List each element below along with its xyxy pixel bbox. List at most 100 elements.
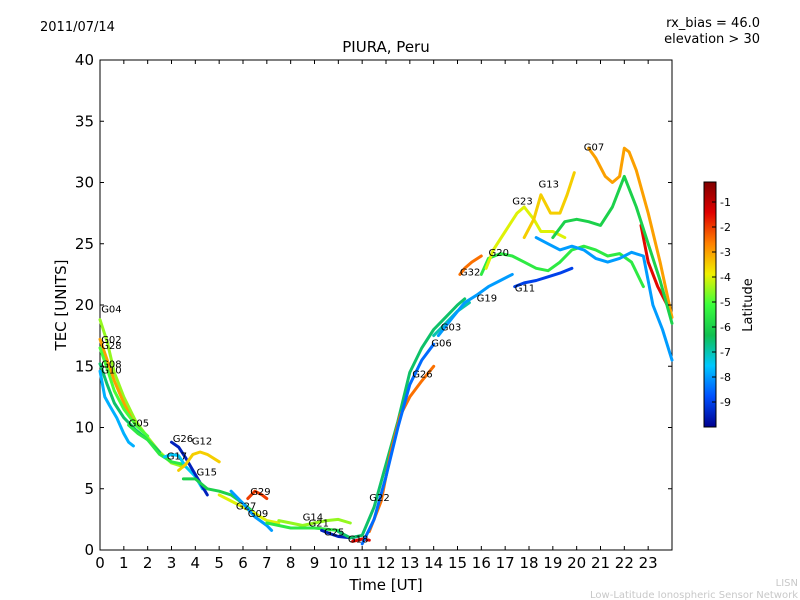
series-line-g12-8 — [177, 450, 221, 472]
x-tick-label: 4 — [191, 554, 201, 572]
elevation-label: elevation > 30 — [664, 32, 760, 47]
colorbar-tick-label: -8 — [720, 371, 731, 384]
series-line-g10-4 — [98, 369, 135, 448]
series-label-g17: G17 — [167, 451, 187, 462]
x-tick-label: 22 — [615, 554, 634, 572]
y-tick-label: 35 — [75, 112, 94, 130]
colorbar-tick-label: -9 — [720, 396, 731, 409]
x-tick-label: 16 — [472, 554, 491, 572]
series-label-g25: G25 — [324, 527, 344, 538]
x-tick-label: 1 — [119, 554, 129, 572]
series-line-g05-5 — [127, 423, 185, 466]
x-tick-label: 0 — [95, 554, 105, 572]
series-label-g19: G19 — [477, 293, 497, 304]
series-line-g29-10 — [246, 489, 269, 501]
date-label: 2011/07/14 — [40, 20, 115, 35]
colorbar-tick-label: -4 — [720, 271, 731, 284]
series-line-g23-25 — [484, 205, 567, 270]
y-tick-label: 40 — [75, 51, 94, 69]
series-line-g24-30 — [534, 236, 674, 362]
x-tick-label: 13 — [400, 554, 419, 572]
y-tick-label: 15 — [75, 357, 94, 375]
series-label-g13: G13 — [539, 179, 559, 190]
series-label-g10: G10 — [101, 366, 121, 377]
y-tick-label: 5 — [84, 480, 94, 498]
bias-label: rx_bias = 46.0 — [666, 16, 760, 31]
series-line-g20-23 — [479, 244, 645, 289]
colorbar-label: Latitude — [741, 278, 756, 332]
series-label-g23: G23 — [512, 197, 532, 208]
series-line-g18-16 — [351, 537, 371, 543]
series-line-g19-21 — [436, 272, 514, 338]
axis-ticks: 0 1 2 3 4 5 6 7 8 9 10 11 12 13 14 15 16 17 18 19 20 21 22 2305… — [75, 51, 672, 572]
series-label-g18: G18 — [348, 535, 368, 546]
x-tick-label: 18 — [519, 554, 538, 572]
series-label-g05: G05 — [129, 418, 149, 429]
x-tick-label: 23 — [639, 554, 658, 572]
series-label-g32: G32 — [460, 268, 480, 279]
colorbar-tick-label: -3 — [720, 246, 731, 259]
x-tick-label: 19 — [543, 554, 562, 572]
colorbar-tick-label: -1 — [720, 196, 731, 209]
colorbar-tick-label: -5 — [720, 296, 731, 309]
series-label-g09: G09 — [248, 509, 268, 520]
y-tick-label: 30 — [75, 174, 94, 192]
colorbar-tick-label: -7 — [720, 346, 731, 359]
y-tick-label: 10 — [75, 419, 94, 437]
series-label-g04: G04 — [101, 304, 121, 315]
colorbar-tick-label: -6 — [720, 321, 731, 334]
colorbar — [703, 181, 717, 428]
series-line-g28-2 — [98, 346, 150, 438]
x-tick-label: 10 — [329, 554, 348, 572]
x-tick-label: 8 — [286, 554, 296, 572]
series-label-g27: G27 — [236, 502, 256, 513]
x-axis-label: Time [UT] — [348, 576, 422, 594]
series-label-g26: G26 — [412, 369, 432, 380]
x-tick-label: 21 — [591, 554, 610, 572]
series-line-g31-28 — [639, 223, 669, 307]
y-axis-label: TEC [UNITS] — [52, 260, 70, 352]
series-label-g22: G22 — [369, 493, 389, 504]
series-label-g03: G03 — [441, 323, 461, 334]
plot-lines — [98, 146, 674, 546]
series-label-g14: G14 — [303, 513, 323, 524]
x-tick-label: 12 — [376, 554, 395, 572]
series-label-g12: G12 — [192, 437, 212, 448]
series-line-g32-22 — [458, 254, 483, 276]
series-line-g16-29 — [551, 174, 674, 325]
series-line-g09-12 — [229, 489, 274, 532]
series-line-g14-13 — [277, 517, 352, 527]
x-tick-label: 9 — [310, 554, 320, 572]
series-label-g26: G26 — [173, 434, 193, 445]
y-tick-label: 25 — [75, 235, 94, 253]
x-tick-label: 15 — [448, 554, 467, 572]
series-label-g06: G06 — [431, 339, 451, 350]
series-label-g11: G11 — [515, 284, 535, 295]
series-line-g11-24 — [513, 266, 574, 289]
footer-org-long: Low-Latitude Ionospheric Sensor Network — [590, 590, 798, 600]
x-tick-label: 7 — [262, 554, 272, 572]
series-label-g29: G29 — [250, 487, 270, 498]
x-tick-label: 2 — [143, 554, 153, 572]
series-line-g13-26 — [522, 171, 576, 240]
x-tick-label: 14 — [424, 554, 443, 572]
series-line-g22-17 — [336, 297, 467, 540]
x-tick-label: 17 — [496, 554, 515, 572]
series-label-g08: G08 — [101, 360, 121, 371]
series-label-g07: G07 — [584, 143, 604, 154]
x-tick-label: 3 — [167, 554, 177, 572]
chart-title: PIURA, Peru — [342, 38, 429, 56]
series-label-g21: G21 — [309, 519, 329, 530]
series-label-g02: G02 — [101, 335, 121, 346]
colorbar-ticks: -1 -2 -3 -4 -5 -6 -7 -8 -9 — [712, 196, 731, 409]
x-tick-label: 11 — [353, 554, 372, 572]
series-label-g20: G20 — [489, 248, 509, 259]
y-tick-label: 20 — [75, 296, 94, 314]
colorbar-tick-label: -2 — [720, 221, 731, 234]
series-label-g15: G15 — [197, 467, 217, 478]
series-line-g07-27 — [587, 146, 674, 319]
series-line-g21-14 — [265, 521, 340, 532]
series-label-g28: G28 — [101, 341, 121, 352]
